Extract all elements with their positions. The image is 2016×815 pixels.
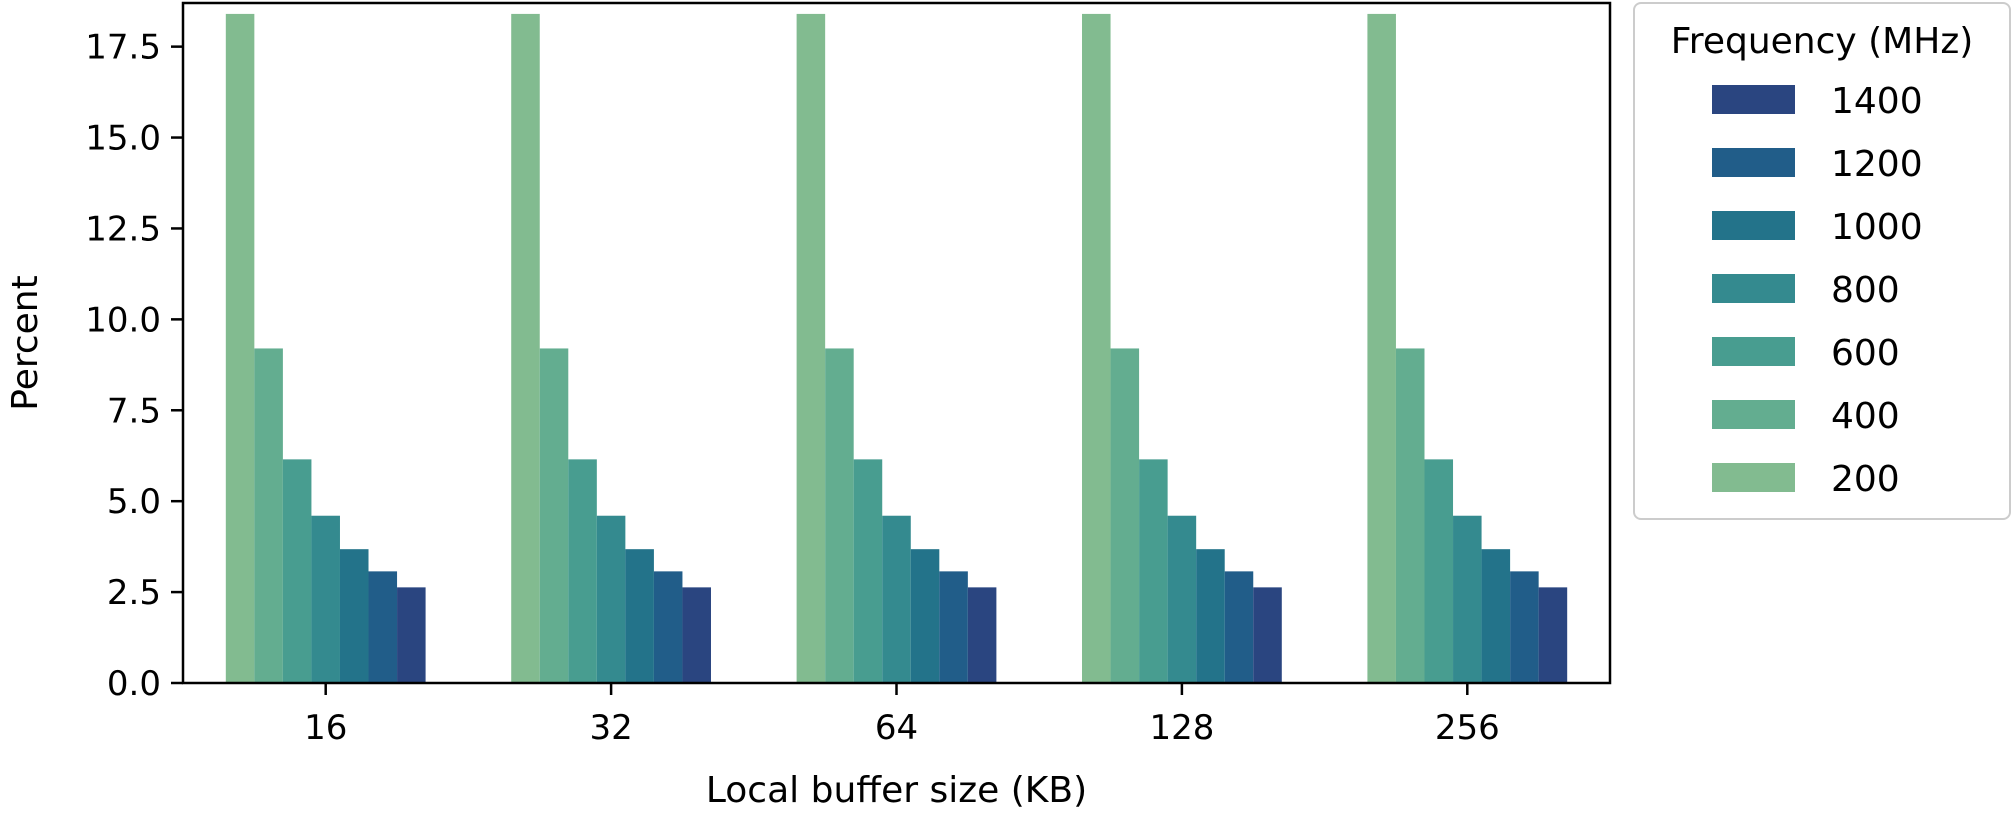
bar-16kb-400mhz xyxy=(254,348,283,683)
bar-16kb-1400mhz xyxy=(397,587,426,683)
bar-16kb-800mhz xyxy=(311,515,340,683)
bar-64kb-600mhz xyxy=(853,459,883,683)
bar-128kb-1200mhz xyxy=(1224,571,1254,683)
y-tick-label: 15.0 xyxy=(85,119,161,159)
bar-32kb-600mhz xyxy=(568,459,597,683)
legend-label-400: 400 xyxy=(1831,396,1900,437)
y-tick-label: 5.0 xyxy=(107,482,161,522)
legend-label-1400: 1400 xyxy=(1831,81,1923,122)
legend-title: Frequency (MHz) xyxy=(1671,21,1974,62)
bar-256kb-1000mhz xyxy=(1481,549,1511,683)
x-tick-label: 128 xyxy=(1149,708,1214,748)
bar-64kb-1200mhz xyxy=(939,571,968,683)
legend-swatch-1200 xyxy=(1712,148,1795,177)
legend-items: 1400 1200 1000 800 600 400 200 xyxy=(1712,81,1923,500)
bar-128kb-600mhz xyxy=(1139,459,1168,683)
bar-128kb-200mhz xyxy=(1082,13,1111,684)
bar-64kb-800mhz xyxy=(882,515,911,683)
x-axis-title: Local buffer size (KB) xyxy=(706,770,1087,811)
legend-label-800: 800 xyxy=(1831,270,1900,311)
bar-256kb-1200mhz xyxy=(1510,571,1539,683)
bar-256kb-1400mhz xyxy=(1538,587,1568,683)
legend-swatch-200 xyxy=(1712,463,1795,492)
y-tick-label: 12.5 xyxy=(85,209,161,249)
y-tick-label: 0.0 xyxy=(107,664,161,704)
bar-128kb-800mhz xyxy=(1167,515,1197,683)
y-tick-label: 7.5 xyxy=(107,391,161,431)
bar-64kb-200mhz xyxy=(796,13,826,684)
bar-32kb-200mhz xyxy=(511,13,540,684)
bar-64kb-400mhz xyxy=(825,348,854,683)
y-axis: 0.0 2.5 5.0 7.5 10.0 12.5 15.0 17.5 xyxy=(85,28,183,704)
bars-group xyxy=(225,13,1568,684)
bar-32kb-400mhz xyxy=(539,348,569,683)
bar-32kb-800mhz xyxy=(596,515,626,683)
bar-128kb-1000mhz xyxy=(1196,549,1225,683)
bar-16kb-600mhz xyxy=(282,459,312,683)
bar-256kb-800mhz xyxy=(1453,515,1482,683)
legend-swatch-1000 xyxy=(1712,211,1795,240)
bar-32kb-1200mhz xyxy=(653,571,683,683)
bar-16kb-1000mhz xyxy=(339,549,369,683)
x-tick-label: 16 xyxy=(304,708,347,748)
legend-swatch-400 xyxy=(1712,400,1795,429)
legend-swatch-1400 xyxy=(1712,85,1795,114)
legend-swatch-800 xyxy=(1712,274,1795,303)
bar-128kb-1400mhz xyxy=(1253,587,1282,683)
bar-16kb-200mhz xyxy=(225,13,255,684)
legend-label-200: 200 xyxy=(1831,459,1900,500)
bar-64kb-1400mhz xyxy=(967,587,997,683)
legend: Frequency (MHz) 1400 1200 1000 800 600 400 200 xyxy=(1633,2,2011,520)
y-axis-title: Percent xyxy=(5,275,46,410)
x-tick-label: 64 xyxy=(875,708,918,748)
legend-label-1000: 1000 xyxy=(1831,207,1923,248)
x-tick-label: 256 xyxy=(1435,708,1500,748)
legend-label-1200: 1200 xyxy=(1831,144,1923,185)
bar-256kb-200mhz xyxy=(1367,13,1396,684)
bar-16kb-1200mhz xyxy=(368,571,398,683)
x-tick-label: 32 xyxy=(589,708,632,748)
legend-label-600: 600 xyxy=(1831,333,1900,374)
bar-64kb-1000mhz xyxy=(910,549,940,683)
y-tick-label: 2.5 xyxy=(107,573,161,613)
x-axis: 16 32 64 128 256 xyxy=(304,683,1500,748)
legend-swatch-600 xyxy=(1712,337,1795,366)
bar-256kb-600mhz xyxy=(1424,459,1454,683)
y-tick-label: 17.5 xyxy=(85,28,161,68)
legend-frame xyxy=(1633,2,2011,520)
bar-256kb-400mhz xyxy=(1395,348,1425,683)
bar-32kb-1400mhz xyxy=(682,587,711,683)
bar-32kb-1000mhz xyxy=(625,549,654,683)
y-tick-label: 10.0 xyxy=(85,300,161,340)
bar-128kb-400mhz xyxy=(1110,348,1140,683)
